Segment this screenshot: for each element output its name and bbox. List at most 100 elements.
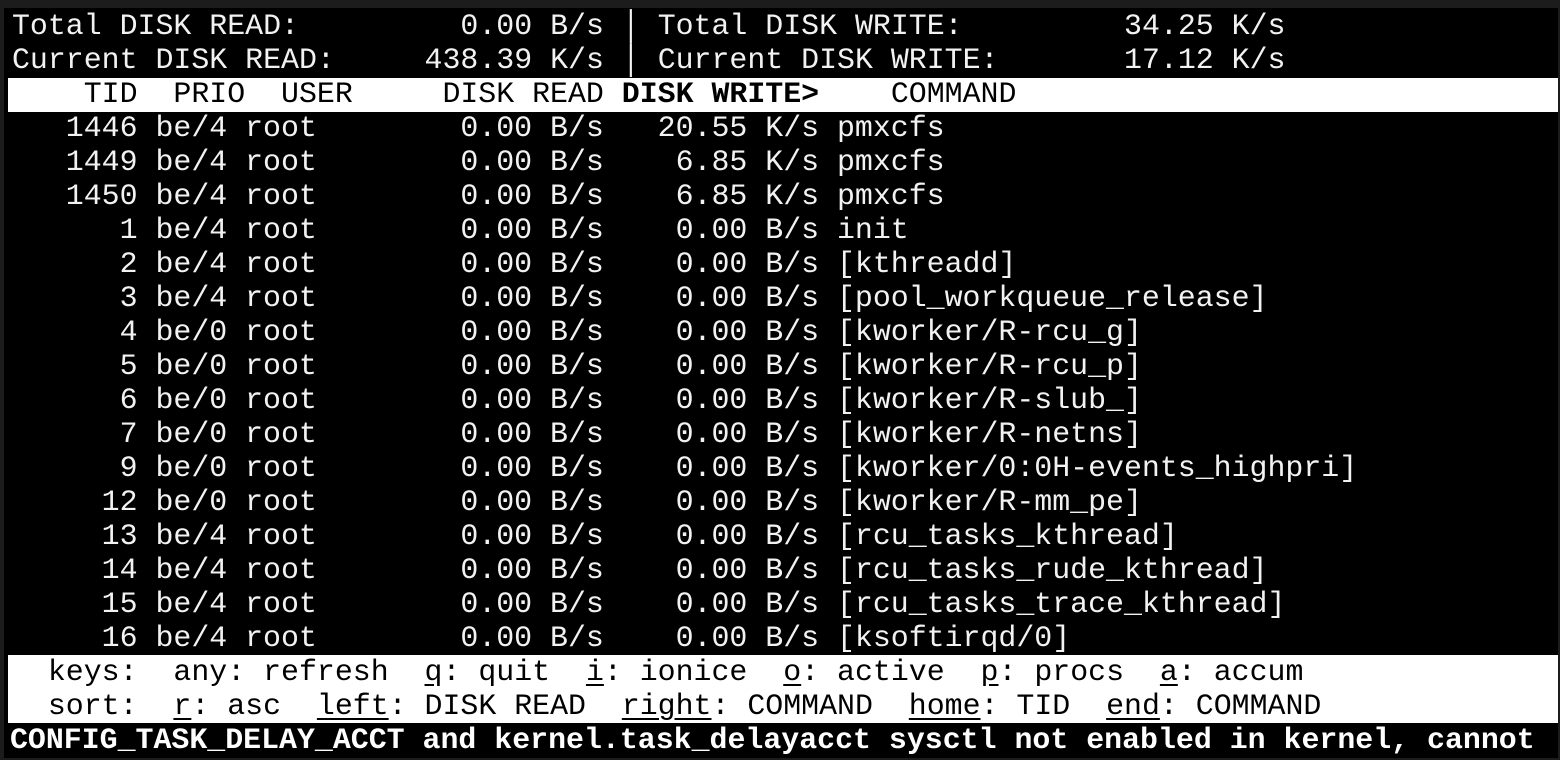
prio-cell: be/4: [155, 145, 228, 179]
total-write-value: 34.25 K/s: [1124, 9, 1286, 43]
table-row[interactable]: 16 be/4 root 0.00 B/s 0.00 B/s [ksoftirqd/0]: [12, 621, 1071, 655]
terminal-window: Total DISK READ: 0.00 B/s │ Total DISK WRIT…: [4, 8, 1558, 758]
current-read-label: Current DISK READ:: [12, 43, 335, 77]
disk-read-cell: 0.00 B/s: [460, 349, 604, 383]
help-item-q[interactable]: q: quit: [425, 655, 551, 689]
help-item-any[interactable]: any: refresh: [173, 655, 388, 689]
help-key: right: [621, 689, 712, 723]
help-item-p[interactable]: p: procs: [981, 655, 1125, 689]
user-cell: root: [245, 349, 317, 383]
user-cell: root: [245, 553, 317, 587]
help-key: left: [316, 689, 389, 723]
disk-write-cell: 0.00 B/s: [675, 315, 820, 349]
current-write-label: Current DISK WRITE:: [657, 43, 999, 77]
user-cell: root: [245, 315, 317, 349]
user-cell: root: [245, 621, 317, 655]
help-item-r[interactable]: r: asc: [173, 689, 281, 723]
prio-cell: be/4: [155, 281, 228, 315]
table-row[interactable]: 1449 be/4 root 0.00 B/s 6.85 K/s pmxcfs: [12, 145, 945, 179]
disk-read-cell: 0.00 B/s: [460, 281, 604, 315]
help-action: accum: [1213, 655, 1304, 689]
prio-cell: be/0: [155, 349, 228, 383]
tid-cell: 5: [119, 349, 138, 383]
user-cell: root: [245, 417, 317, 451]
command-cell: [pool_workqueue_release]: [837, 281, 1268, 315]
help-action: ionice: [639, 655, 748, 689]
table-row[interactable]: 1 be/4 root 0.00 B/s 0.00 B/s init: [12, 213, 909, 247]
disk-read-cell: 0.00 B/s: [460, 417, 604, 451]
help-key: p: [980, 655, 999, 689]
help-key: any: [173, 655, 228, 689]
table-row[interactable]: 2 be/4 root 0.00 B/s 0.00 B/s [kthreadd]: [12, 247, 1017, 281]
help-key: o: [783, 655, 802, 689]
help-action: quit: [478, 655, 551, 689]
command-cell: [kworker/R-rcu_p]: [837, 349, 1142, 383]
table-row[interactable]: 5 be/0 root 0.00 B/s 0.00 B/s [kworker/R-rcu_…: [12, 349, 1142, 383]
colon: :: [191, 689, 228, 723]
help-label: sort:: [47, 689, 138, 723]
table-row[interactable]: 9 be/0 root 0.00 B/s 0.00 B/s [kworker/0:0H-e…: [12, 451, 1358, 485]
table-row[interactable]: 15 be/4 root 0.00 B/s 0.00 B/s [rcu_tasks_tra…: [12, 587, 1286, 621]
sort-help-line: sort: r: asc left: DISK READ right: COMMAND…: [12, 689, 1321, 723]
disk-write-cell: 0.00 B/s: [675, 417, 820, 451]
help-action: DISK READ: [424, 689, 586, 723]
prio-cell: be/4: [155, 179, 228, 213]
table-row[interactable]: 13 be/4 root 0.00 B/s 0.00 B/s [rcu_tasks_kth…: [12, 519, 1178, 553]
table-row[interactable]: 7 be/0 root 0.00 B/s 0.00 B/s [kworker/R-netn…: [12, 417, 1142, 451]
tid-cell: 6: [119, 383, 138, 417]
help-item-right[interactable]: right: COMMAND: [622, 689, 873, 723]
disk-write-cell: 0.00 B/s: [675, 451, 820, 485]
table-row[interactable]: 14 be/4 root 0.00 B/s 0.00 B/s [rcu_tasks_rud…: [12, 553, 1268, 587]
disk-read-cell: 0.00 B/s: [460, 145, 604, 179]
disk-write-cell: 0.00 B/s: [675, 485, 820, 519]
table-row[interactable]: 12 be/0 root 0.00 B/s 0.00 B/s [kworker/R-mm_…: [12, 485, 1142, 519]
help-action: procs: [1034, 655, 1125, 689]
disk-read-cell: 0.00 B/s: [460, 587, 604, 621]
column-user[interactable]: USER: [281, 77, 353, 111]
help-label: keys:: [47, 655, 138, 689]
help-key: i: [585, 655, 604, 689]
column-disk-read[interactable]: DISK READ: [442, 77, 604, 111]
user-cell: root: [245, 451, 317, 485]
prio-cell: be/0: [155, 485, 228, 519]
command-cell: [kworker/R-mm_pe]: [837, 485, 1142, 519]
help-item-left[interactable]: left: DISK READ: [317, 689, 586, 723]
keys-help-line: keys: any: refresh q: quit i: ionice o: acti…: [12, 655, 1304, 689]
prio-cell: be/0: [155, 383, 228, 417]
help-action: asc: [227, 689, 282, 723]
status-message: CONFIG_TASK_DELAY_ACCT and kernel.task_d…: [10, 723, 1535, 757]
prio-cell: be/4: [155, 111, 228, 145]
prio-cell: be/4: [155, 587, 228, 621]
column-disk-write-sorted[interactable]: DISK WRITE>: [621, 77, 820, 111]
help-key: home: [908, 689, 981, 723]
help-item-i[interactable]: i: ionice: [586, 655, 747, 689]
disk-read-cell: 0.00 B/s: [460, 247, 604, 281]
column-command[interactable]: COMMAND: [890, 77, 1017, 111]
tid-cell: 12: [101, 485, 138, 519]
disk-write-cell: 0.00 B/s: [675, 349, 820, 383]
tid-cell: 16: [101, 621, 138, 655]
table-row[interactable]: 6 be/0 root 0.00 B/s 0.00 B/s [kworker/R-slub…: [12, 383, 1142, 417]
help-action: TID: [1016, 689, 1071, 723]
table-row[interactable]: 1450 be/4 root 0.00 B/s 6.85 K/s pmxcfs: [12, 179, 945, 213]
current-read-value: 438.39 K/s: [424, 43, 604, 77]
table-row[interactable]: 4 be/0 root 0.00 B/s 0.00 B/s [kworker/R-rcu_…: [12, 315, 1142, 349]
column-tid[interactable]: TID: [83, 77, 138, 111]
help-item-o[interactable]: o: active: [783, 655, 944, 689]
command-cell: [ksoftirqd/0]: [837, 621, 1071, 655]
table-row[interactable]: 1446 be/4 root 0.00 B/s 20.55 K/s pmxcfs: [12, 111, 945, 145]
disk-write-cell: 0.00 B/s: [675, 247, 820, 281]
command-cell: [rcu_tasks_rude_kthread]: [837, 553, 1268, 587]
command-cell: [kthreadd]: [837, 247, 1017, 281]
command-cell: [kworker/0:0H-events_highpri]: [837, 451, 1358, 485]
disk-read-cell: 0.00 B/s: [460, 621, 604, 655]
disk-write-cell: 6.85 K/s: [675, 145, 820, 179]
table-row[interactable]: 3 be/4 root 0.00 B/s 0.00 B/s [pool_workqueue…: [12, 281, 1268, 315]
help-item-home[interactable]: home: TID: [909, 689, 1070, 723]
help-item-a[interactable]: a: accum: [1160, 655, 1304, 689]
current-write-block: Current DISK WRITE: 17.12 K/s: [658, 43, 1286, 77]
prio-cell: be/4: [155, 553, 228, 587]
total-read-label: Total DISK READ:: [12, 9, 299, 43]
column-prio[interactable]: PRIO: [173, 77, 246, 111]
help-item-end[interactable]: end: COMMAND: [1106, 689, 1321, 723]
